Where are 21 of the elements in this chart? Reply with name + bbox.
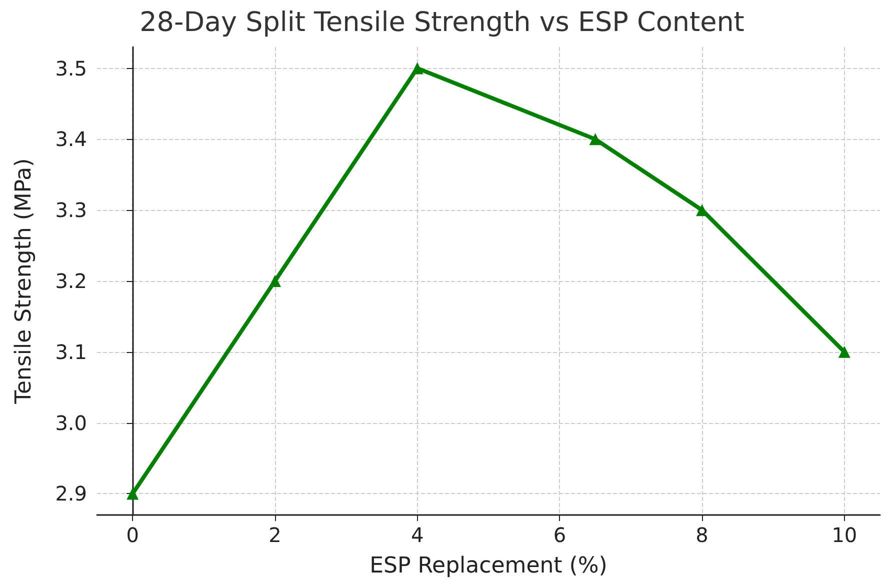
point bbox=[838, 346, 850, 358]
x-tick-label: 0 bbox=[126, 523, 139, 547]
y-tick-label: 3.4 bbox=[55, 127, 87, 152]
y-axis-title: Tensile Strength (MPa) bbox=[12, 158, 36, 405]
y-tick-label: 3.3 bbox=[55, 198, 87, 222]
y-tick-label: 3.5 bbox=[55, 56, 87, 80]
x-tick-label: 4 bbox=[410, 523, 424, 547]
y-tick-label: 2.9 bbox=[55, 482, 87, 506]
x-axis-title: ESP Replacement (%) bbox=[370, 554, 608, 578]
point bbox=[411, 62, 424, 74]
point bbox=[126, 488, 139, 500]
chart-title: 28-Day Split Tensile Strength vs ESP Content bbox=[140, 7, 744, 38]
x-tick-label: 8 bbox=[696, 523, 708, 547]
y-tick-label: 3.0 bbox=[55, 410, 87, 435]
x-tick-label: 6 bbox=[553, 523, 566, 547]
point bbox=[268, 275, 281, 287]
x-tick-label: 10 bbox=[832, 523, 858, 547]
x-tick-label: 2 bbox=[268, 523, 282, 547]
y-tick-label: 3.2 bbox=[55, 269, 87, 293]
point bbox=[589, 133, 602, 146]
y-tick-label: 3.1 bbox=[55, 340, 87, 364]
